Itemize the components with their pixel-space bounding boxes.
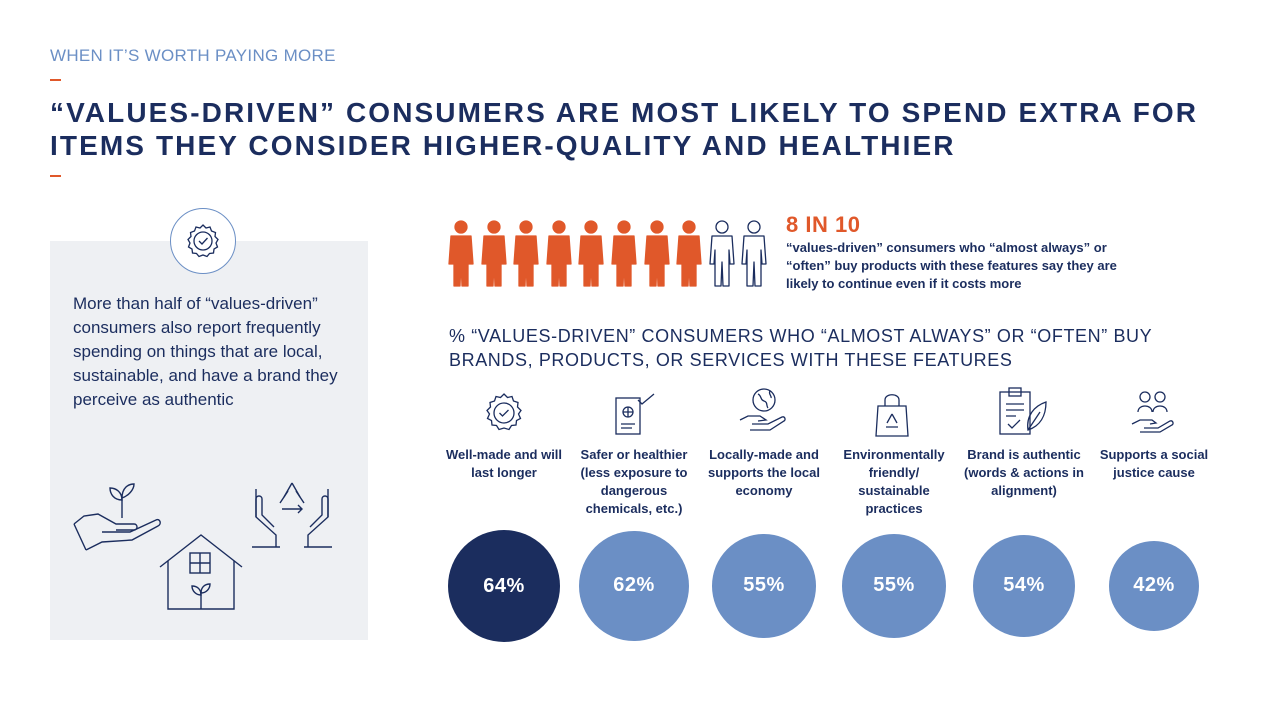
side-badge: [170, 208, 236, 274]
seedling-hand-icon: [73, 483, 161, 551]
badge-check-icon: [187, 224, 219, 258]
recycle-bag-icon: [875, 394, 909, 437]
feature-label: Environmentally friendly/ sustainable pr…: [843, 447, 945, 516]
person-icon-filled: [643, 220, 670, 287]
feature-value-bubble: 64%: [448, 530, 560, 642]
section-heading: % “VALUES-DRIVEN” CONSUMERS WHO “ALMOST …: [449, 326, 1152, 370]
stat-description: “values-driven” consumers who “almost al…: [786, 240, 1117, 291]
feature-label: Locally-made and supports the local econ…: [708, 447, 820, 498]
person-icon-outline: [709, 220, 735, 287]
person-icon-filled: [578, 220, 605, 287]
globe-in-hand-icon: [739, 388, 786, 431]
person-icon-filled: [480, 220, 507, 287]
clipboard-leaf-icon: [999, 387, 1047, 435]
title-dash: [50, 175, 61, 177]
feature-value-bubble: 55%: [712, 534, 816, 638]
certificate-icon: [615, 393, 655, 435]
feature-label: Safer or healthier (less exposure to dan…: [580, 447, 688, 516]
eyebrow-dash: [50, 79, 61, 81]
person-icon-filled: [611, 220, 637, 287]
eyebrow: WHEN IT’S WORTH PAYING MORE: [50, 46, 336, 65]
person-icon-filled: [676, 220, 702, 287]
people-pictogram: [448, 220, 770, 288]
badge-check-icon: [486, 393, 522, 431]
house-plant-icon: [159, 534, 243, 610]
side-text: More than half of “values-driven” consum…: [73, 294, 338, 409]
feature-value-bubble: 55%: [842, 534, 946, 638]
recycle-hands-icon: [252, 482, 332, 548]
person-icon-outline: [741, 220, 767, 287]
feature-value-bubble: 54%: [972, 534, 1076, 638]
person-icon-filled: [546, 220, 572, 287]
feature-label: Well-made and will last longer: [445, 447, 563, 480]
person-icon-filled: [513, 220, 539, 287]
feature-value-bubble: 42%: [1108, 540, 1200, 632]
person-icon-filled: [448, 220, 474, 287]
feature-label: Brand is authentic (words & actions in a…: [964, 447, 1084, 498]
feature-label: Supports a social justice cause: [1099, 447, 1209, 480]
people-in-hand-icon: [1131, 391, 1174, 433]
stat-headline: 8 IN 10: [786, 212, 861, 237]
page-title: “VALUES-DRIVEN” CONSUMERS ARE MOST LIKEL…: [50, 97, 1199, 161]
feature-value-bubble: 62%: [578, 530, 690, 642]
